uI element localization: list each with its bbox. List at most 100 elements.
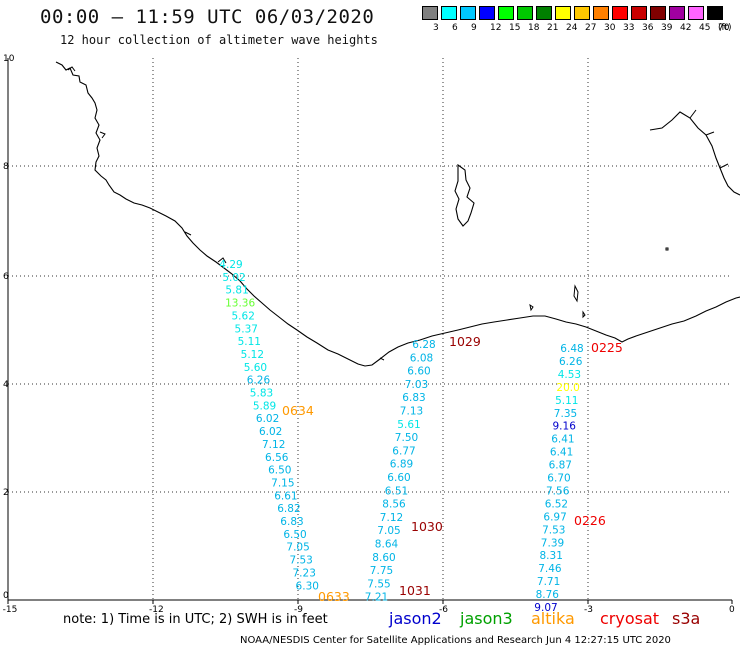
colorbar-swatch <box>536 6 552 20</box>
x-tick-label: -15 <box>3 605 18 615</box>
colorbar-label: 39 <box>661 23 673 33</box>
pass-time-label: 1030 <box>411 519 443 534</box>
legend-s3a: s3a <box>672 609 701 628</box>
wave-height-label: 6.52 <box>545 498 568 510</box>
wave-height-label: 6.26 <box>559 356 583 368</box>
wave-height-label: 6.30 <box>296 580 319 592</box>
colorbar-unit: (ft) <box>718 23 732 33</box>
pass-times: 0634 0633 1029 1030 1031 0225 0226 <box>282 334 623 604</box>
x-tick-label: -3 <box>584 605 593 615</box>
wave-height-label: 5.02 <box>222 272 245 284</box>
pass-time-label: 1031 <box>399 583 431 598</box>
x-tick-label: 0 <box>729 605 735 615</box>
wave-height-label: 4.29 <box>219 259 242 271</box>
wave-height-label: 6.97 <box>543 511 566 523</box>
map-subtitle: 12 hour collection of altimeter wave hei… <box>60 33 378 47</box>
wave-height-label: 8.60 <box>372 552 395 564</box>
colorbar-swatch <box>669 6 685 20</box>
wave-height-label: 6.28 <box>412 339 435 351</box>
wave-height-label: 4.53 <box>558 369 581 381</box>
coastline-detail <box>67 66 385 361</box>
colorbar-swatch <box>650 6 666 20</box>
x-tick-label: -9 <box>294 605 303 615</box>
coastline <box>55 61 740 367</box>
wave-height-label: 7.13 <box>400 406 423 418</box>
river-line <box>649 111 740 196</box>
wave-height-label: 7.56 <box>546 485 570 497</box>
x-tick-label: -12 <box>149 605 164 615</box>
wave-height-label: 9.16 <box>553 421 577 433</box>
wave-height-label: 6.50 <box>283 529 306 541</box>
wave-height-label: 6.82 <box>277 503 300 515</box>
wave-height-label: 6.77 <box>392 445 415 457</box>
axis-frame <box>7 58 732 601</box>
wave-height-label: 7.55 <box>367 578 390 590</box>
wave-height-label: 5.62 <box>232 310 255 322</box>
wave-height-label: 6.60 <box>407 366 430 378</box>
y-tick-label: 0 <box>3 591 9 601</box>
wave-height-label: 7.23 <box>293 567 316 579</box>
colorbar-label: 21 <box>547 23 559 33</box>
wave-height-label: 6.41 <box>550 447 573 459</box>
pass-time-label: 0634 <box>282 403 314 418</box>
wave-height-label: 6.83 <box>280 516 303 528</box>
colorbar-swatch <box>555 6 571 20</box>
wave-height-label: 6.08 <box>410 352 433 364</box>
wave-height-label: 6.02 <box>256 413 279 425</box>
colorbar-label: 9 <box>471 23 477 33</box>
wave-height-label: 7.50 <box>395 432 418 444</box>
credit-line: NOAA/NESDIS Center for Satellite Applica… <box>240 635 671 646</box>
wave-height-label: 6.89 <box>390 459 413 471</box>
wave-height-label: 7.53 <box>542 524 565 536</box>
wave-height-label: 6.60 <box>387 472 410 484</box>
wave-height-label: 7.21 <box>365 592 388 604</box>
wave-height-label: 7.46 <box>538 563 562 575</box>
colorbar-label: 27 <box>585 23 597 33</box>
colorbar-label: 6 <box>452 23 458 33</box>
wave-height-label: 5.11 <box>555 395 578 407</box>
colorbar-label: 24 <box>566 23 578 33</box>
wave-height-label: 6.41 <box>551 434 574 446</box>
river-branches <box>689 109 729 169</box>
colorbar-label: 42 <box>680 23 692 33</box>
colorbar-label: 12 <box>490 23 502 33</box>
small-islands <box>529 247 669 319</box>
axis-ticks: -15 -12 -9 -6 -3 0 0 2 4 6 8 10 <box>3 54 735 615</box>
wave-height-label: 6.61 <box>274 490 297 502</box>
wave-height-label: 7.39 <box>541 537 564 549</box>
colorbar-label: 33 <box>623 23 635 33</box>
colorbar-label: 15 <box>509 23 521 33</box>
wave-height-label: 6.56 <box>265 452 289 464</box>
wave-height-label: 6.50 <box>268 465 291 477</box>
wave-height-label: 9.07 <box>534 602 557 614</box>
colorbar-label: 70 <box>718 23 730 33</box>
colorbar-swatch <box>574 6 590 20</box>
wave-height-label: 7.75 <box>370 565 393 577</box>
colorbar-label: 36 <box>642 23 654 33</box>
wave-height-label: 8.56 <box>382 499 406 511</box>
colorbar-swatch <box>460 6 476 20</box>
wave-height-label: 13.36 <box>225 298 255 310</box>
colorbar-swatch <box>707 6 723 20</box>
wave-height-label: 7.12 <box>262 439 285 451</box>
wave-height-label: 5.12 <box>241 349 264 361</box>
wave-height-label: 5.81 <box>225 285 248 297</box>
wave-height-label: 7.35 <box>554 408 577 420</box>
pass-time-label: 0633 <box>318 589 350 604</box>
y-tick-label: 6 <box>3 272 9 282</box>
wave-height-label: 7.05 <box>286 542 309 554</box>
colorbar-swatch <box>631 6 647 20</box>
wave-height-label: 5.37 <box>235 323 258 335</box>
colorbar-label: 3 <box>433 23 439 33</box>
colorbar-label: 30 <box>604 23 616 33</box>
wave-height-label: 7.03 <box>405 379 428 391</box>
wave-height-label: 5.60 <box>244 362 267 374</box>
colorbar-swatch <box>517 6 533 20</box>
y-tick-label: 4 <box>3 380 9 390</box>
wave-height-label: 6.70 <box>547 473 570 485</box>
wave-height-label: 6.51 <box>385 485 408 497</box>
legend-jason2: jason2 <box>389 609 442 628</box>
wave-height-label: 8.76 <box>536 589 560 601</box>
x-tick-label: -6 <box>439 605 448 615</box>
